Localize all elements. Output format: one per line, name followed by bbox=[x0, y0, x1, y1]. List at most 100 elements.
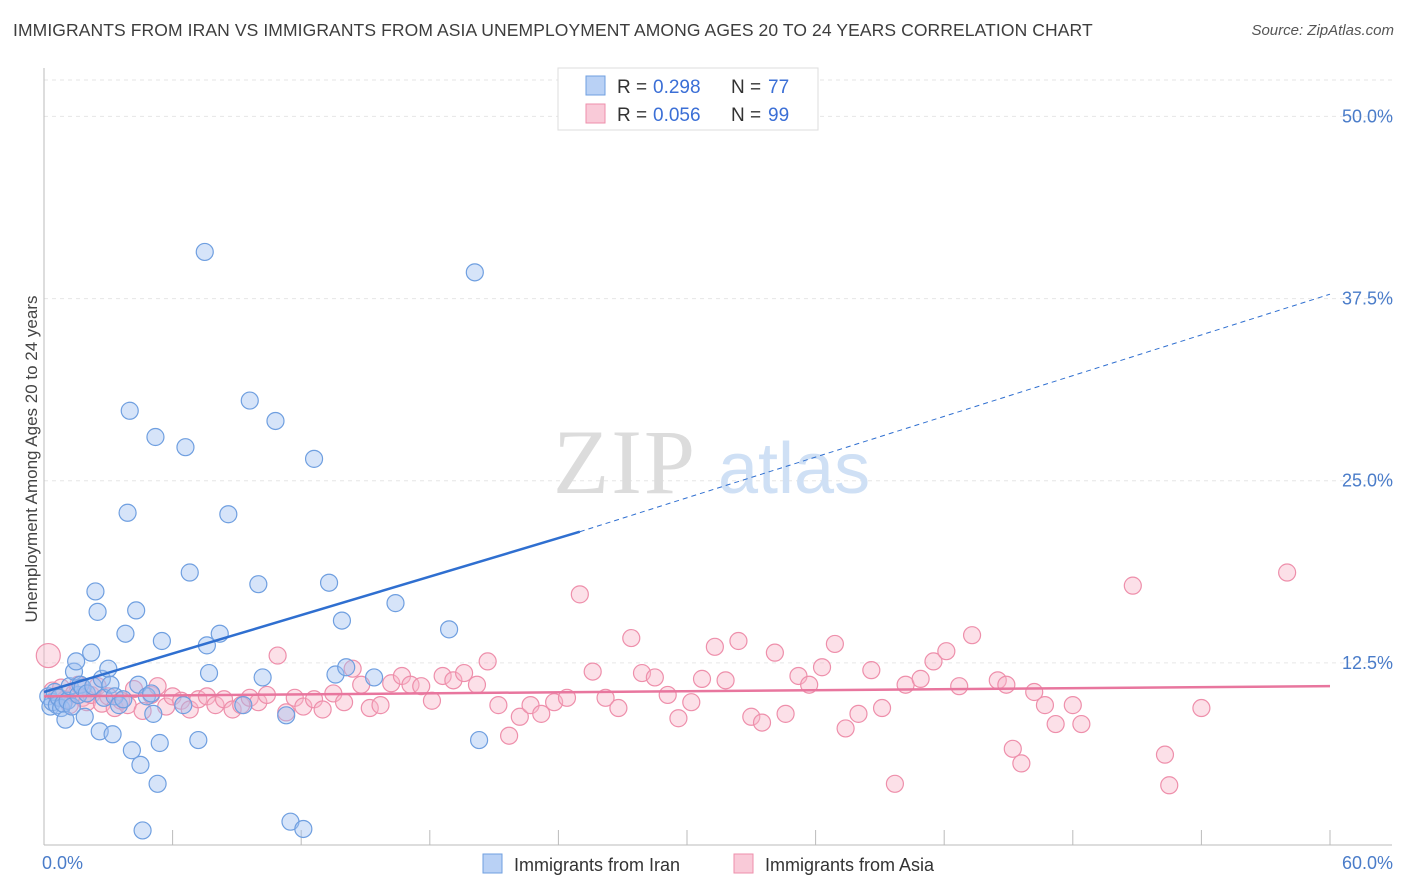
legend-swatch-asia bbox=[733, 853, 754, 874]
axes bbox=[43, 68, 1392, 846]
point-asia-82 bbox=[800, 675, 819, 694]
point-asia-83 bbox=[812, 658, 832, 677]
watermark-zip: ZIP bbox=[553, 411, 697, 513]
point-asia-101 bbox=[1035, 696, 1055, 715]
point-asia-107 bbox=[1160, 776, 1179, 795]
point-asia-98 bbox=[1003, 739, 1022, 758]
stats-legend-n-label-iran: N = bbox=[731, 77, 761, 98]
point-iran-60 bbox=[266, 411, 285, 431]
point-asia-92 bbox=[924, 652, 943, 671]
point-iran-19 bbox=[82, 643, 101, 662]
point-asia-29 bbox=[223, 700, 242, 719]
point-iran-56 bbox=[234, 696, 253, 715]
point-iran-65 bbox=[319, 573, 339, 592]
point-asia-108 bbox=[1192, 698, 1211, 718]
point-asia-91 bbox=[911, 669, 930, 688]
point-iran-21 bbox=[86, 582, 105, 601]
point-iran-71 bbox=[439, 620, 459, 639]
point-iran-13 bbox=[67, 652, 86, 671]
chart-title: IMMIGRANTS FROM IRAN VS IMMIGRANTS FROM … bbox=[13, 20, 1093, 40]
watermark: ZIP atlas bbox=[553, 411, 870, 513]
point-iran-70 bbox=[386, 594, 405, 613]
point-asia-104 bbox=[1072, 714, 1091, 734]
point-asia-37 bbox=[294, 697, 313, 716]
point-asia-97 bbox=[997, 675, 1016, 694]
trend-line-iran bbox=[43, 530, 581, 694]
legend-swatch-iran bbox=[482, 853, 503, 874]
point-asia-0 bbox=[35, 642, 61, 669]
stats-legend-swatch-asia bbox=[585, 103, 606, 124]
point-asia-56 bbox=[489, 696, 508, 715]
point-iran-11 bbox=[62, 697, 81, 716]
y-tick-label-2: 37.5% bbox=[1342, 289, 1393, 309]
stats-legend-n-value-asia: 99 bbox=[768, 105, 789, 126]
point-asia-86 bbox=[849, 704, 868, 723]
point-iran-53 bbox=[199, 663, 219, 683]
stats-legend-r-value-iran: 0.298 bbox=[653, 77, 701, 98]
bottom-legend: Immigrants from Iran Immigrants from Asi… bbox=[482, 853, 935, 875]
point-iran-45 bbox=[150, 733, 169, 753]
point-asia-63 bbox=[570, 585, 589, 604]
point-asia-54 bbox=[467, 675, 487, 694]
stats-legend-n-label-asia: N = bbox=[731, 105, 761, 126]
stats-legend: R = 0.298 N = 77 R = 0.056 N = 99 bbox=[557, 67, 819, 131]
point-asia-105 bbox=[1123, 576, 1142, 595]
point-asia-78 bbox=[752, 713, 772, 732]
point-asia-60 bbox=[532, 704, 551, 723]
stats-legend-n-value-iran: 77 bbox=[768, 77, 789, 98]
x-tick-labels: 0.0% 60.0% bbox=[42, 853, 1393, 873]
point-iran-28 bbox=[103, 725, 122, 744]
point-asia-93 bbox=[937, 642, 956, 661]
point-iran-57 bbox=[240, 391, 259, 410]
point-iran-43 bbox=[146, 427, 165, 447]
point-asia-89 bbox=[885, 774, 905, 793]
point-iran-72 bbox=[465, 263, 484, 282]
point-iran-64 bbox=[304, 449, 324, 468]
point-asia-49 bbox=[412, 677, 431, 696]
point-iran-51 bbox=[195, 242, 214, 262]
point-asia-85 bbox=[836, 719, 855, 738]
point-asia-80 bbox=[776, 704, 795, 723]
stats-legend-r-value-asia: 0.056 bbox=[653, 105, 701, 126]
point-asia-58 bbox=[510, 707, 529, 726]
point-asia-39 bbox=[313, 700, 332, 719]
point-asia-79 bbox=[765, 643, 784, 662]
point-asia-95 bbox=[962, 626, 982, 645]
point-asia-77 bbox=[742, 707, 761, 726]
point-asia-42 bbox=[343, 659, 362, 678]
point-iran-33 bbox=[118, 503, 137, 522]
point-asia-87 bbox=[862, 661, 881, 680]
y-tick-labels: 12.5% 25.0% 37.5% 50.0% bbox=[1342, 106, 1393, 672]
point-asia-50 bbox=[422, 691, 442, 710]
source-label: Source: ZipAtlas.com bbox=[1251, 22, 1394, 39]
point-iran-61 bbox=[277, 706, 296, 725]
point-iran-48 bbox=[176, 438, 195, 457]
stats-legend-r-label-asia: R = bbox=[617, 105, 647, 126]
x-tick-label-max: 60.0% bbox=[1342, 853, 1393, 873]
point-iran-49 bbox=[180, 563, 199, 582]
point-asia-103 bbox=[1063, 696, 1082, 715]
point-iran-31 bbox=[114, 690, 133, 709]
point-asia-18 bbox=[133, 701, 152, 721]
point-asia-44 bbox=[360, 698, 379, 718]
point-iran-34 bbox=[120, 401, 139, 420]
point-asia-45 bbox=[371, 696, 390, 715]
stats-legend-r-label-iran: R = bbox=[617, 77, 647, 98]
point-iran-67 bbox=[332, 611, 352, 630]
point-asia-74 bbox=[705, 637, 724, 656]
point-asia-51 bbox=[433, 666, 452, 686]
stats-legend-swatch-iran bbox=[585, 75, 606, 96]
point-asia-72 bbox=[682, 693, 701, 712]
point-asia-73 bbox=[692, 669, 712, 688]
x-tick-label-min: 0.0% bbox=[42, 853, 83, 873]
point-iran-58 bbox=[249, 575, 268, 594]
watermark-atlas: atlas bbox=[718, 429, 870, 509]
point-asia-62 bbox=[557, 688, 577, 707]
point-iran-63 bbox=[294, 819, 313, 839]
point-asia-106 bbox=[1155, 745, 1175, 764]
point-asia-94 bbox=[950, 677, 969, 696]
point-asia-53 bbox=[454, 663, 474, 683]
point-asia-88 bbox=[872, 698, 892, 718]
point-asia-109 bbox=[1278, 563, 1297, 582]
